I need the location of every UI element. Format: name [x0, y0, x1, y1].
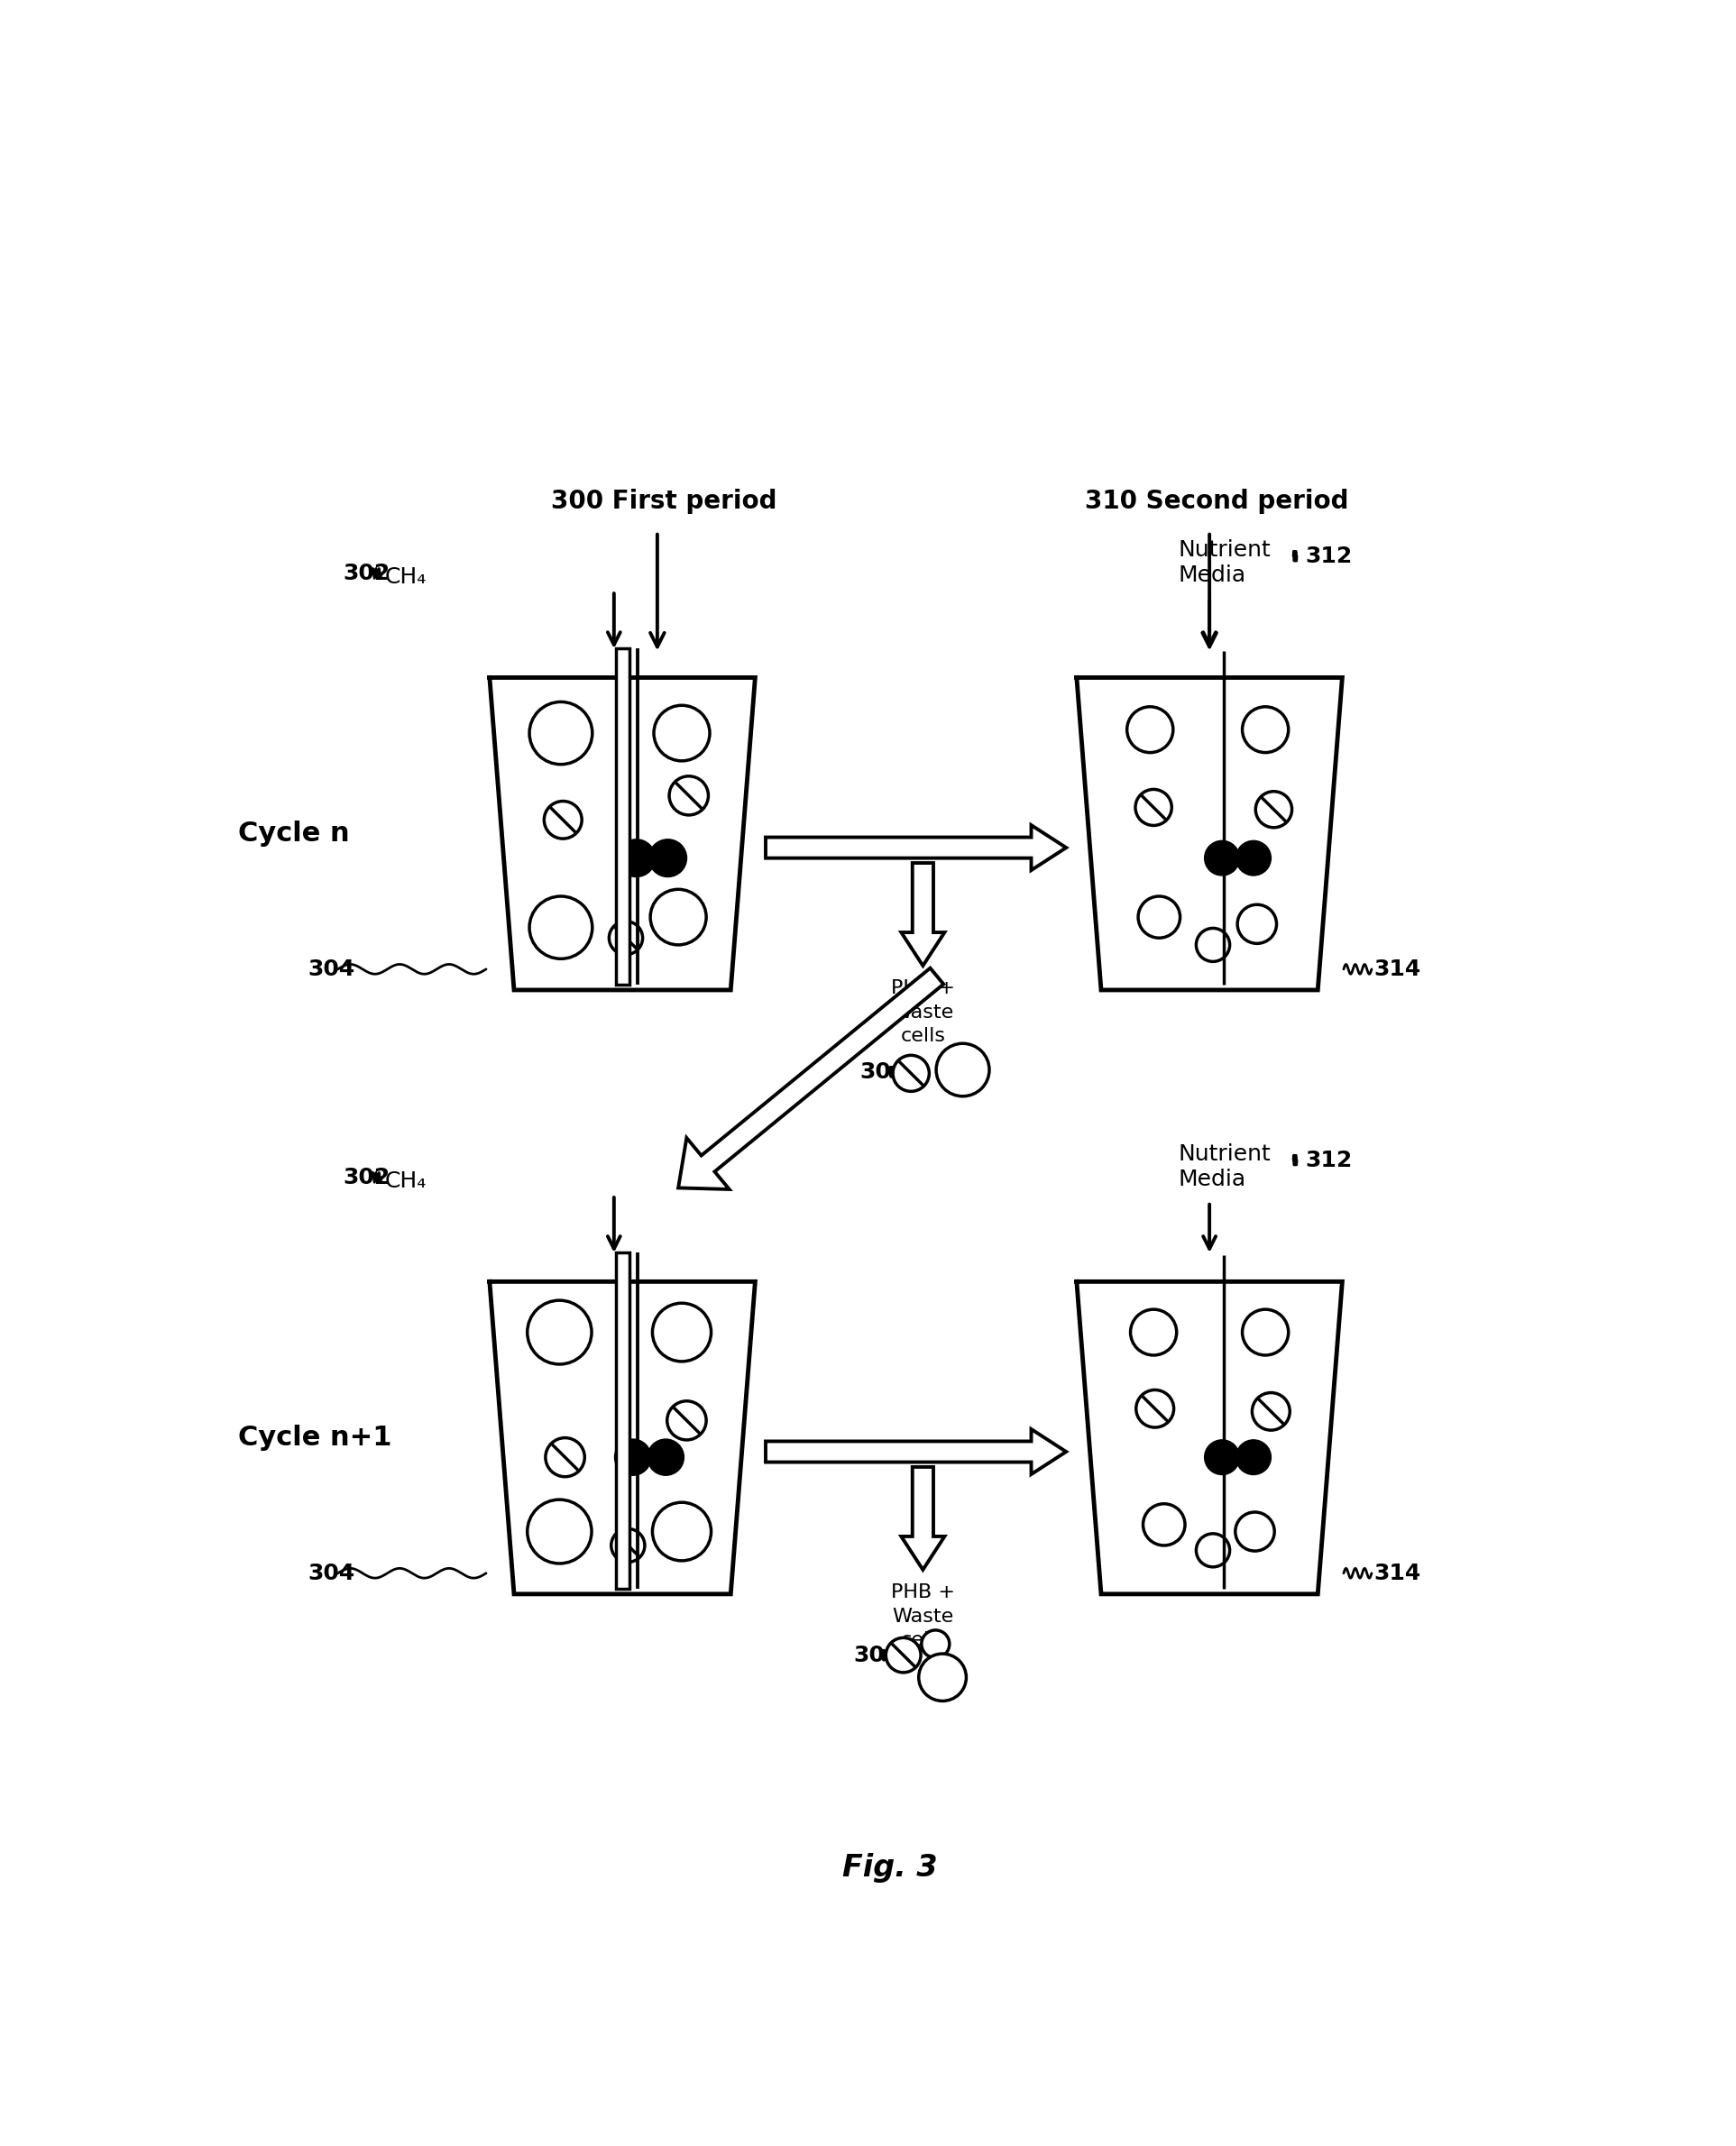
Circle shape	[616, 839, 656, 878]
Circle shape	[885, 1637, 920, 1672]
Circle shape	[1127, 706, 1174, 753]
Circle shape	[543, 800, 582, 839]
Circle shape	[654, 706, 710, 762]
Circle shape	[1130, 1309, 1177, 1356]
Circle shape	[611, 1528, 644, 1562]
Text: 306: 306	[859, 1060, 908, 1084]
Text: PHB +
Waste
cells: PHB + Waste cells	[891, 979, 955, 1045]
Polygon shape	[901, 863, 944, 966]
Text: 302: 302	[342, 562, 391, 584]
Text: 302: 302	[342, 1167, 391, 1189]
Text: 304: 304	[307, 959, 354, 981]
Circle shape	[529, 897, 592, 959]
Text: Fig. 3: Fig. 3	[842, 1854, 937, 1884]
Bar	[616, 648, 630, 985]
Circle shape	[609, 921, 642, 955]
Circle shape	[1252, 1393, 1290, 1429]
Circle shape	[1142, 1504, 1186, 1545]
Text: 304: 304	[307, 1562, 354, 1584]
Circle shape	[648, 1438, 684, 1476]
Circle shape	[528, 1500, 592, 1564]
Circle shape	[528, 1300, 592, 1365]
Circle shape	[1203, 839, 1240, 876]
Text: CH₄: CH₄	[385, 567, 427, 588]
Circle shape	[1236, 1513, 1274, 1552]
Text: 312: 312	[1305, 1150, 1352, 1172]
Text: Nutrient
Media: Nutrient Media	[1179, 1144, 1271, 1191]
Circle shape	[1203, 1440, 1240, 1474]
Circle shape	[1196, 1534, 1229, 1567]
Bar	[616, 1253, 630, 1588]
Polygon shape	[901, 1468, 944, 1569]
Circle shape	[892, 1056, 929, 1092]
Circle shape	[529, 702, 592, 764]
Circle shape	[1243, 1309, 1288, 1356]
Text: 314: 314	[1373, 1562, 1420, 1584]
Polygon shape	[766, 824, 1066, 871]
Text: Cycle n: Cycle n	[238, 820, 349, 848]
Text: Cycle n+1: Cycle n+1	[238, 1425, 392, 1451]
Text: 300 First period: 300 First period	[552, 489, 778, 515]
Circle shape	[1135, 1391, 1174, 1427]
Circle shape	[936, 1043, 990, 1097]
Circle shape	[1243, 706, 1288, 753]
Text: Nutrient
Media: Nutrient Media	[1179, 539, 1271, 586]
Circle shape	[922, 1631, 950, 1659]
Circle shape	[1236, 839, 1272, 876]
Circle shape	[615, 1438, 651, 1476]
Circle shape	[1139, 897, 1180, 938]
Circle shape	[653, 1303, 712, 1361]
Text: 306: 306	[852, 1644, 901, 1665]
Circle shape	[1135, 790, 1172, 826]
Circle shape	[1238, 906, 1276, 944]
Text: 314: 314	[1373, 959, 1420, 981]
Circle shape	[545, 1438, 585, 1476]
Circle shape	[918, 1655, 967, 1702]
Circle shape	[653, 1502, 712, 1560]
Circle shape	[651, 888, 707, 944]
Polygon shape	[679, 968, 944, 1189]
Circle shape	[1196, 929, 1229, 961]
Text: 312: 312	[1305, 545, 1352, 567]
Text: PHB +
Waste
cells: PHB + Waste cells	[891, 1584, 955, 1650]
Circle shape	[667, 1401, 707, 1440]
Polygon shape	[766, 1429, 1066, 1474]
Circle shape	[1236, 1440, 1272, 1474]
Circle shape	[668, 777, 708, 815]
Circle shape	[1255, 792, 1292, 828]
Circle shape	[648, 839, 687, 878]
Text: CH₄: CH₄	[385, 1170, 427, 1191]
Text: 310 Second period: 310 Second period	[1085, 489, 1349, 515]
